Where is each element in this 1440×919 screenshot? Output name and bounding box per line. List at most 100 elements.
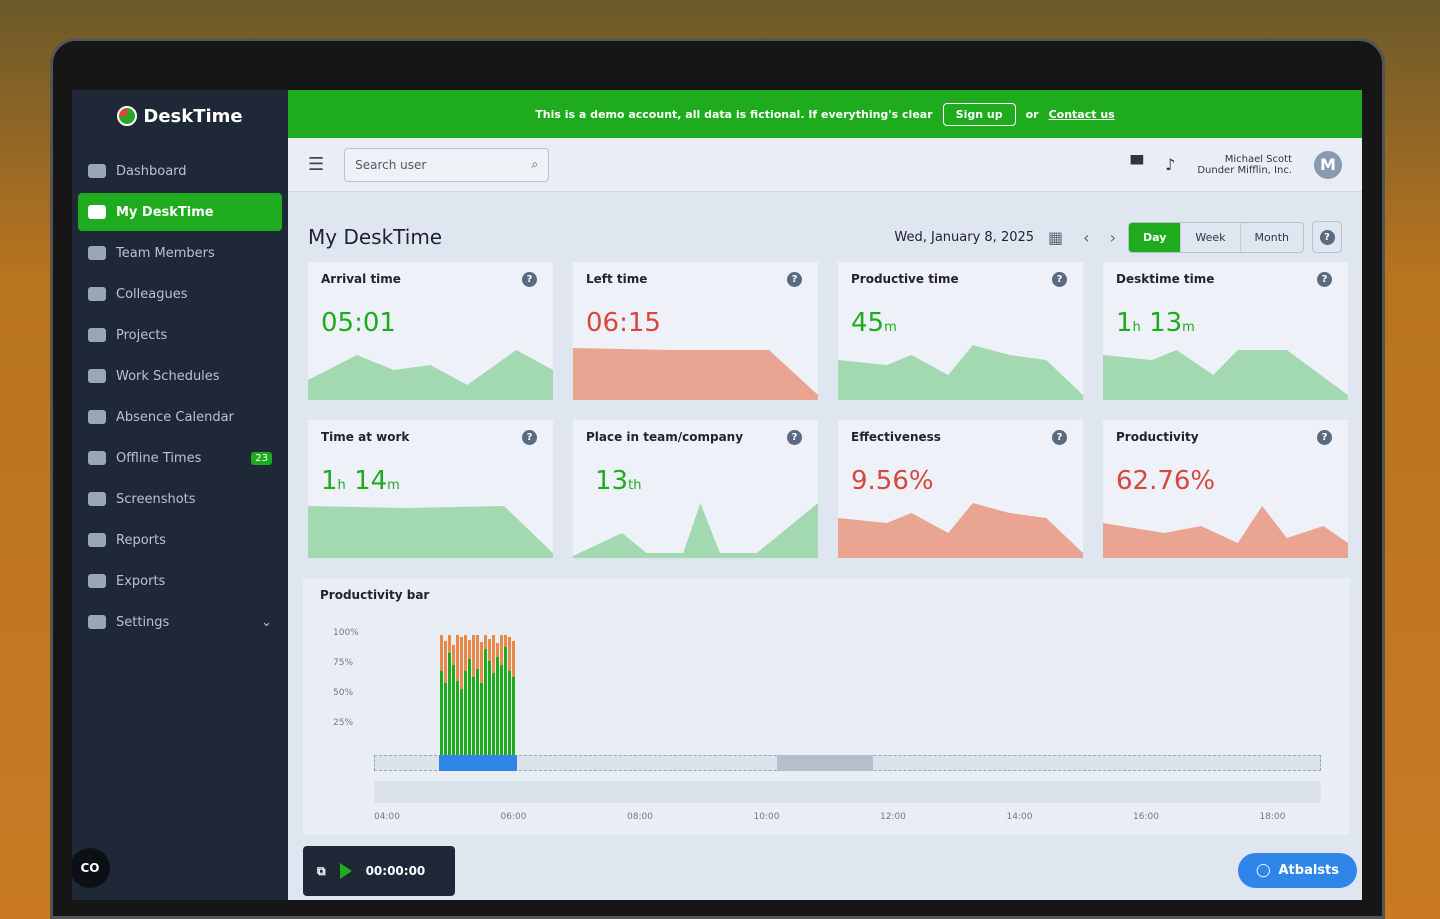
- card-value: 9.56%: [851, 466, 934, 496]
- calendar-icon[interactable]: ▦: [1048, 227, 1064, 247]
- next-day-icon[interactable]: ›: [1109, 227, 1116, 247]
- x-tick: 08:00: [627, 812, 653, 822]
- question-icon[interactable]: ?: [1317, 430, 1332, 445]
- sidebar-item-my-desktime[interactable]: My DeskTime: [78, 193, 282, 231]
- sidebar-item-label: My DeskTime: [116, 204, 214, 220]
- sidebar-item-dashboard[interactable]: Dashboard: [78, 152, 282, 190]
- value-hours: 1: [1116, 308, 1133, 338]
- bar-productive: [508, 671, 511, 755]
- question-icon[interactable]: ?: [787, 272, 802, 287]
- question-icon[interactable]: ?: [522, 272, 537, 287]
- sidebar-item-absence-calendar[interactable]: Absence Calendar: [78, 398, 282, 436]
- sparkline: [838, 503, 1083, 558]
- y-tick: 50%: [333, 688, 354, 698]
- sparkline: [308, 350, 553, 400]
- external-link-icon[interactable]: ⧉: [317, 863, 326, 878]
- x-tick: 04:00: [374, 812, 400, 822]
- support-label: Atbalsts: [1278, 863, 1340, 878]
- logo-icon: [117, 106, 138, 126]
- play-icon[interactable]: [339, 863, 352, 879]
- card-effectiveness: Effectiveness? 9.56%: [838, 420, 1083, 558]
- bar-productive: [448, 653, 451, 755]
- sidebar-item-projects[interactable]: Projects: [78, 316, 282, 354]
- sidebar-item-label: Exports: [116, 573, 166, 589]
- question-icon[interactable]: ?: [1317, 272, 1332, 287]
- bell-icon[interactable]: ♪: [1165, 155, 1176, 174]
- card-title: Time at work: [321, 430, 410, 444]
- card-value: 1h 14m: [321, 466, 400, 496]
- card-time-at-work: Time at work? 1h 14m: [308, 420, 553, 558]
- question-icon[interactable]: ?: [787, 430, 802, 445]
- chat-icon[interactable]: ▀: [1130, 155, 1144, 174]
- sidebar-icon: [88, 492, 106, 506]
- sidebar-item-exports[interactable]: Exports: [78, 562, 282, 600]
- sidebar-item-label: Work Schedules: [116, 368, 220, 384]
- user-info[interactable]: Michael Scott Dunder Mifflin, Inc.: [1197, 154, 1292, 176]
- sidebar-item-screenshots[interactable]: Screenshots: [78, 480, 282, 518]
- offline-count-badge: 23: [251, 451, 272, 465]
- sidebar-item-team-members[interactable]: Team Members: [78, 234, 282, 272]
- sidebar-icon: [88, 164, 106, 178]
- view-switcher: Day Week Month: [1127, 221, 1304, 253]
- sidebar-icon: [88, 615, 106, 629]
- sidebar-icon: [88, 574, 106, 588]
- sidebar-item-work-schedules[interactable]: Work Schedules: [78, 357, 282, 395]
- help-button[interactable]: ?: [1312, 221, 1342, 253]
- card-value: 06:15: [586, 308, 661, 338]
- bar-productive: [440, 671, 443, 755]
- signup-button[interactable]: Sign up: [942, 102, 1016, 126]
- card-value: 62.76%: [1116, 466, 1216, 496]
- sidebar-item-label: Dashboard: [116, 163, 187, 179]
- sidebar-icon: [88, 246, 106, 260]
- tab-day[interactable]: Day: [1128, 222, 1181, 252]
- prev-day-icon[interactable]: ‹: [1083, 227, 1090, 247]
- tab-month[interactable]: Month: [1239, 222, 1303, 252]
- sidebar-icon: [88, 410, 106, 424]
- sidebar-item-offline-times[interactable]: Offline Times 23: [78, 439, 282, 477]
- search-icon[interactable]: ⌕: [531, 157, 539, 171]
- y-tick: 75%: [333, 658, 354, 668]
- x-tick: 06:00: [500, 812, 527, 822]
- timer-value: 00:00:00: [365, 864, 426, 878]
- bar-productive: [496, 656, 499, 755]
- question-icon[interactable]: ?: [522, 430, 537, 445]
- question-icon: ?: [1319, 229, 1335, 245]
- user-name: Michael Scott: [1224, 153, 1292, 165]
- co-logo[interactable]: CO: [72, 848, 110, 888]
- value-hours: 1: [321, 466, 338, 496]
- card-title: Productivity: [1116, 430, 1199, 444]
- sidebar-item-reports[interactable]: Reports: [78, 521, 282, 559]
- search-input[interactable]: Search user ⌕: [344, 147, 550, 182]
- date-label: Wed, January 8, 2025: [894, 229, 1035, 245]
- avatar[interactable]: M: [1314, 150, 1342, 179]
- card-desktime-time: Desktime time? 1h 13m: [1103, 262, 1348, 400]
- card-productivity: Productivity? 62.76%: [1103, 420, 1348, 558]
- sidebar-item-settings[interactable]: Settings ⌄: [78, 603, 282, 641]
- panel-title: Productivity bar: [320, 588, 430, 602]
- timeline-work-segment[interactable]: [439, 755, 517, 771]
- menu-icon[interactable]: ☰: [308, 154, 325, 175]
- sidebar-item-label: Colleagues: [116, 286, 188, 302]
- sparkline: [1103, 506, 1348, 558]
- page-title: My DeskTime: [308, 225, 443, 249]
- question-icon[interactable]: ?: [1052, 272, 1067, 287]
- question-icon[interactable]: ?: [1052, 430, 1067, 445]
- sidebar-item-colleagues[interactable]: Colleagues: [78, 275, 282, 313]
- sidebar-item-label: Absence Calendar: [116, 409, 234, 425]
- chevron-down-icon[interactable]: ⌄: [261, 614, 272, 630]
- card-title: Arrival time: [321, 272, 401, 286]
- sparkline: [838, 345, 1083, 400]
- value-minutes: 14: [354, 466, 388, 496]
- card-value: 05:01: [321, 308, 396, 338]
- tab-week[interactable]: Week: [1180, 222, 1239, 252]
- bar-productive: [468, 659, 471, 755]
- logo[interactable]: DeskTime: [72, 90, 288, 142]
- sparkline: [573, 348, 818, 400]
- card-title: Productive time: [851, 272, 959, 286]
- x-tick: 18:00: [1259, 812, 1286, 822]
- banner-or: or: [1025, 107, 1039, 121]
- contact-link[interactable]: Contact us: [1048, 107, 1115, 121]
- support-button[interactable]: ◯ Atbalsts: [1237, 853, 1357, 888]
- sidebar-item-label: Offline Times: [116, 450, 202, 466]
- x-tick: 14:00: [1006, 812, 1033, 822]
